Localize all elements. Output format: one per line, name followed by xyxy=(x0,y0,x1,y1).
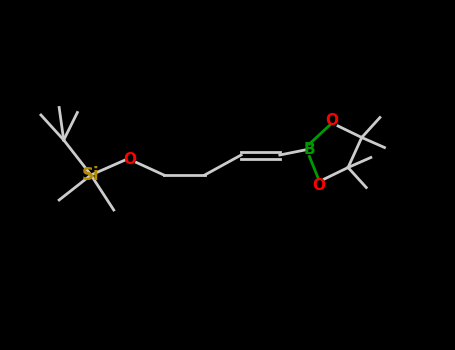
Text: Si: Si xyxy=(82,166,100,184)
Text: B: B xyxy=(303,142,315,158)
Text: O: O xyxy=(312,177,325,192)
Text: O: O xyxy=(326,112,339,127)
Text: O: O xyxy=(123,153,136,168)
